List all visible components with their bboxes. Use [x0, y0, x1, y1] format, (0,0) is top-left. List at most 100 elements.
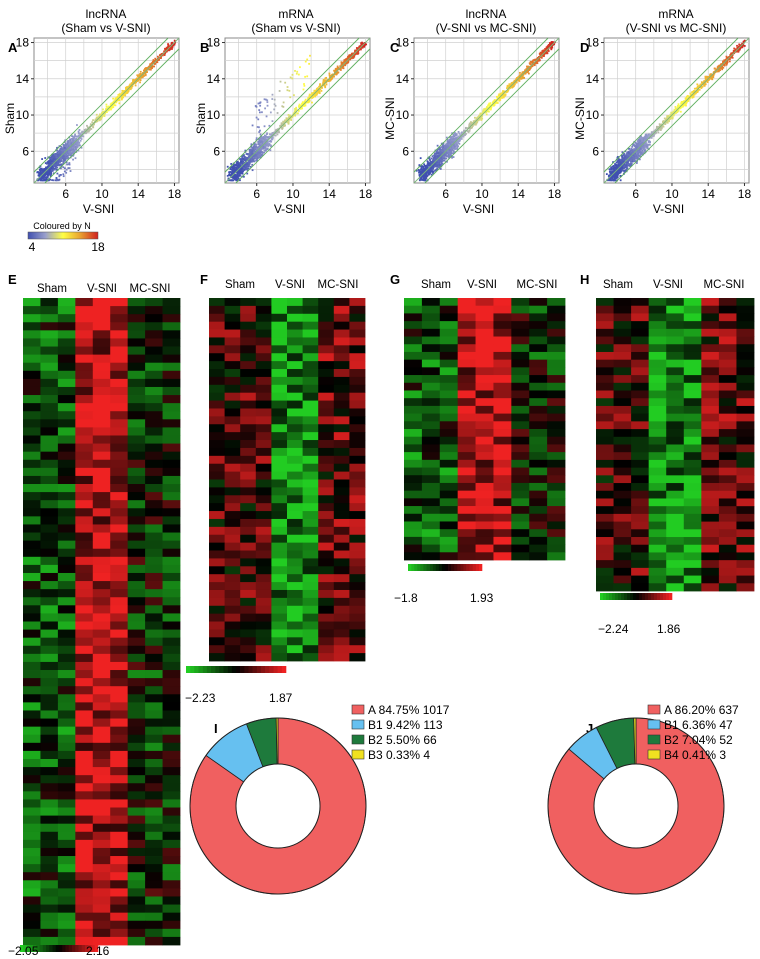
data-point: [472, 121, 475, 124]
data-point: [308, 95, 311, 98]
data-point: [311, 95, 313, 98]
data-point: [79, 136, 82, 139]
data-point: [340, 61, 343, 64]
data-point: [137, 75, 139, 77]
data-point: [50, 157, 53, 160]
data-point: [296, 70, 299, 73]
data-point: [626, 164, 629, 167]
data-point: [52, 155, 55, 157]
data-point: [605, 173, 608, 176]
data-point: [441, 152, 444, 155]
data-point: [278, 90, 281, 92]
data-point: [244, 162, 247, 164]
data-point: [80, 146, 83, 149]
data-point: [480, 112, 482, 115]
data-point: [430, 173, 433, 176]
data-point: [490, 105, 493, 108]
data-point: [314, 92, 317, 95]
data-point: [284, 124, 287, 127]
data-point: [303, 104, 306, 106]
data-point: [235, 163, 238, 165]
panel-title-line2: (Sham vs V-SNI): [251, 21, 340, 35]
data-point: [324, 86, 327, 89]
y-axis-label: Sham: [3, 103, 17, 134]
data-point: [259, 151, 262, 154]
data-point: [159, 53, 162, 56]
data-point: [129, 88, 132, 91]
data-point: [421, 178, 424, 181]
data-point: [610, 166, 613, 169]
data-point: [456, 144, 458, 147]
data-point: [238, 162, 241, 165]
data-point: [257, 102, 260, 105]
data-point: [55, 153, 57, 156]
data-point: [41, 171, 44, 174]
data-point: [263, 125, 266, 128]
data-point: [254, 157, 256, 160]
data-point: [450, 137, 452, 140]
data-point: [294, 114, 296, 116]
data-point: [625, 156, 627, 159]
data-point: [228, 171, 231, 174]
data-point: [476, 119, 479, 122]
y-tick-label: 10: [396, 108, 410, 122]
data-point: [617, 165, 620, 168]
data-point: [39, 173, 42, 176]
data-point: [441, 149, 444, 151]
reference-line: [235, 48, 371, 184]
data-point: [64, 146, 67, 149]
data-point: [74, 143, 77, 146]
data-point: [322, 84, 325, 87]
data-point: [303, 83, 305, 85]
data-point: [251, 124, 254, 127]
data-point: [432, 167, 435, 169]
data-point: [634, 141, 637, 144]
data-point: [71, 150, 74, 153]
x-tick-label: 14: [512, 187, 526, 201]
data-point: [621, 169, 624, 172]
data-point: [450, 136, 453, 138]
data-point: [98, 119, 101, 122]
data-point: [271, 135, 274, 138]
x-axis-label: V-SNI: [463, 202, 494, 216]
y-tick-label: 10: [16, 108, 30, 122]
data-point: [110, 105, 113, 108]
data-point: [294, 108, 297, 111]
data-point: [306, 75, 309, 78]
data-point: [611, 168, 614, 170]
data-point: [277, 130, 280, 133]
data-point: [58, 154, 61, 156]
data-point: [255, 116, 258, 119]
data-point: [241, 159, 244, 162]
data-point: [289, 96, 292, 99]
data-point: [298, 103, 301, 106]
data-point: [610, 167, 613, 170]
data-point: [306, 100, 309, 103]
data-point: [263, 149, 266, 152]
data-point: [123, 92, 125, 95]
data-point: [452, 152, 455, 155]
data-point: [464, 127, 467, 130]
data-point: [102, 111, 104, 113]
data-point: [238, 169, 241, 172]
data-point: [454, 148, 457, 150]
data-point: [451, 138, 454, 140]
data-point: [282, 122, 285, 125]
data-point: [630, 164, 633, 167]
data-point: [545, 48, 547, 51]
data-point: [428, 157, 430, 160]
data-point: [451, 139, 454, 142]
data-point: [56, 172, 59, 175]
data-point: [58, 175, 61, 178]
data-point: [451, 135, 454, 138]
data-point: [355, 47, 358, 49]
data-point: [501, 94, 504, 96]
data-point: [293, 110, 296, 113]
data-point: [425, 177, 428, 179]
data-point: [421, 173, 423, 175]
data-point: [629, 150, 632, 152]
data-point: [44, 162, 47, 165]
data-point: [643, 137, 646, 140]
data-point: [72, 152, 75, 155]
data-point: [301, 107, 303, 110]
